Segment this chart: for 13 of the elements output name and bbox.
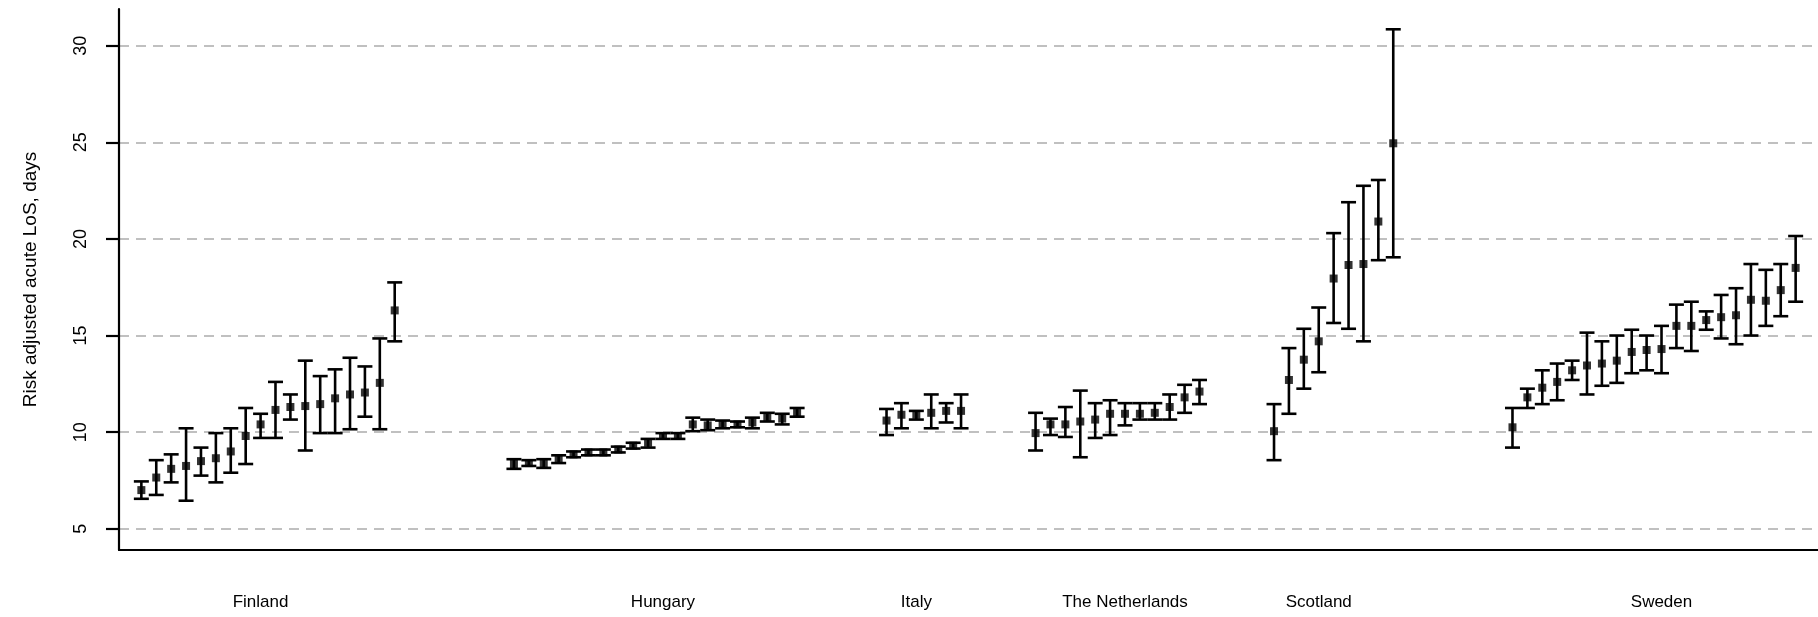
- x-tick-label: The Netherlands: [1062, 592, 1188, 611]
- y-tick-label: 25: [70, 132, 90, 153]
- y-tick-label: 15: [70, 325, 90, 346]
- x-tick-label: Italy: [900, 592, 933, 611]
- x-tick-label: Finland: [232, 592, 289, 611]
- x-tick-label: Hungary: [630, 592, 696, 611]
- y-tick-label: 20: [70, 228, 90, 249]
- x-tick-label: Sweden: [1630, 592, 1693, 611]
- y-axis-title: Risk adjusted acute LoS, days: [19, 151, 40, 408]
- y-tick-label: 30: [70, 35, 90, 56]
- y-tick-label: 10: [70, 422, 90, 443]
- x-tick-label: Scotland: [1285, 592, 1352, 611]
- y-tick-label: 5: [70, 523, 90, 534]
